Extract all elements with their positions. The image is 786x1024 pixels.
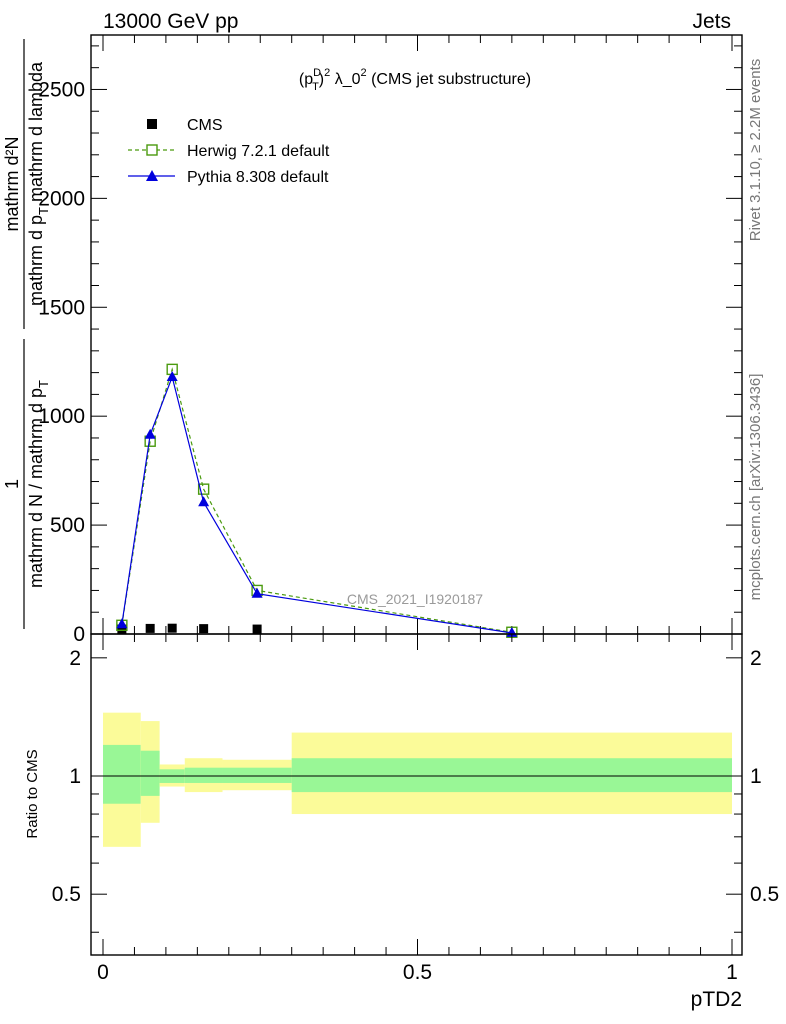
- ratio-y-tick-label-left: 2: [69, 647, 81, 670]
- legend-entry-herwig: Herwig 7.2.1 default: [128, 143, 330, 160]
- main-y-tick-label: 2000: [38, 187, 85, 210]
- ratio-y-tick-label-right: 0.5: [750, 883, 779, 906]
- ratio-plot-frame: [90, 633, 743, 956]
- ratio-stat-band: [184, 767, 223, 783]
- data-point-pythia: [144, 428, 156, 439]
- main-y-axis-label: 1 mathrm d N / mathrm d pT mathrm d²N ma…: [2, 39, 51, 629]
- ratio-bands: [103, 712, 732, 847]
- data-point-pythia: [116, 618, 128, 629]
- title-close: ): [319, 71, 324, 88]
- ratio-y-tick-label-right: 1: [750, 765, 762, 788]
- main-y-tick-label: 1500: [38, 296, 85, 319]
- main-y-tick-label: 500: [50, 514, 85, 537]
- title-sup-2b: 2: [361, 67, 367, 79]
- mcplots-label: mcplots.cern.ch [arXiv:1306.3436]: [747, 374, 764, 601]
- legend-marker-herwig: [146, 144, 158, 156]
- ratio-stat-band: [222, 767, 292, 783]
- ratio-y-tick-label-left: 1: [69, 765, 81, 788]
- title-sub-t: T: [312, 81, 319, 93]
- legend-label-pythia: Pythia 8.308 default: [187, 169, 329, 186]
- ylabel-denominator-one-main: mathrm d N / mathrm d p: [26, 388, 46, 588]
- x-tick-label: 0.5: [403, 961, 432, 984]
- ratio-stat-band: [103, 744, 141, 804]
- x-tick-label: 1: [726, 961, 738, 984]
- title-rest: λ_0: [330, 71, 360, 88]
- legend-marker-pythia: [146, 170, 158, 181]
- legend: CMS Herwig 7.2.1 default Pythia 8.308 de…: [128, 117, 330, 186]
- ratio-stat-band: [140, 750, 160, 796]
- ylabel-denominator-two-tail: mathrm d lambda: [26, 61, 46, 207]
- main-y-ticks: 0 500 1000 1500 2000 2500: [38, 45, 742, 646]
- data-point-cms: [252, 624, 262, 634]
- ylabel-denominator-one: mathrm d N / mathrm d pT: [26, 380, 51, 588]
- watermark: CMS_2021_I1920187: [347, 591, 483, 607]
- main-y-tick-label: 1000: [38, 405, 85, 428]
- data-point-herwig: [197, 483, 210, 495]
- ylabel-numerator-two: mathrm d²N: [2, 136, 22, 231]
- ratio-x-ticks: 0 0.5 1: [97, 634, 738, 984]
- legend-label-herwig: Herwig 7.2.1 default: [187, 143, 330, 160]
- legend-entry-cms: CMS: [147, 117, 223, 134]
- plot-title: (pD T)2 λ_02 (CMS jet substructure): [299, 67, 531, 93]
- title-lead: (p: [299, 71, 313, 88]
- main-y-tick-label: 2500: [38, 78, 85, 101]
- ratio-y-axis-label: Ratio to CMS: [24, 749, 41, 838]
- ratio-y-tick-label-right: 2: [750, 647, 762, 670]
- legend-entry-pythia: Pythia 8.308 default: [128, 169, 329, 186]
- data-point-cms: [199, 624, 209, 634]
- ratio-stat-band: [291, 758, 732, 793]
- title-tail: (CMS jet substructure): [367, 71, 531, 88]
- x-tick-label: 0: [97, 961, 109, 984]
- series-line-pythia: [121, 374, 512, 634]
- data-point-pythia: [251, 587, 263, 598]
- ratio-y-ticks: 0.5 0.5 1 1 2 2: [52, 647, 779, 933]
- ylabel-denominator-one-sub: T: [36, 380, 51, 388]
- data-point-pythia: [166, 370, 178, 381]
- data-point-cms: [117, 624, 127, 634]
- x-axis-label: pTD2: [691, 988, 742, 1011]
- ratio-y-tick-label-left: 0.5: [52, 883, 81, 906]
- title-sup-d: D: [313, 67, 321, 79]
- ylabel-denominator-two-main: mathrm d p: [26, 215, 46, 306]
- title-sup-2: 2: [324, 67, 330, 79]
- data-point-cms: [145, 623, 155, 633]
- rivet-version-label: Rivet 3.1.10, ≥ 2.2M events: [747, 59, 764, 242]
- data-point-cms: [167, 623, 177, 633]
- series-line-herwig: [121, 367, 512, 633]
- header-category: Jets: [692, 10, 731, 33]
- legend-marker-cms: [147, 119, 157, 129]
- ratio-panel: 0.5 0.51 12 2 0 0.5 1 Ratio to CMS pTD2: [24, 633, 779, 1011]
- ylabel-denominator-two: mathrm d pT mathrm d lambda: [26, 61, 51, 306]
- data-point-pythia: [198, 496, 210, 507]
- ylabel-denominator-two-sub: T: [36, 207, 51, 215]
- header-process: 13000 GeV pp: [103, 10, 238, 33]
- main-panel: 0 500 1000 1500 2000 2500 CMS_2021_I1920187 (…: [2, 34, 743, 646]
- ylabel-numerator-one: 1: [2, 479, 22, 489]
- legend-label-cms: CMS: [187, 117, 223, 134]
- main-y-tick-label: 0: [73, 623, 85, 646]
